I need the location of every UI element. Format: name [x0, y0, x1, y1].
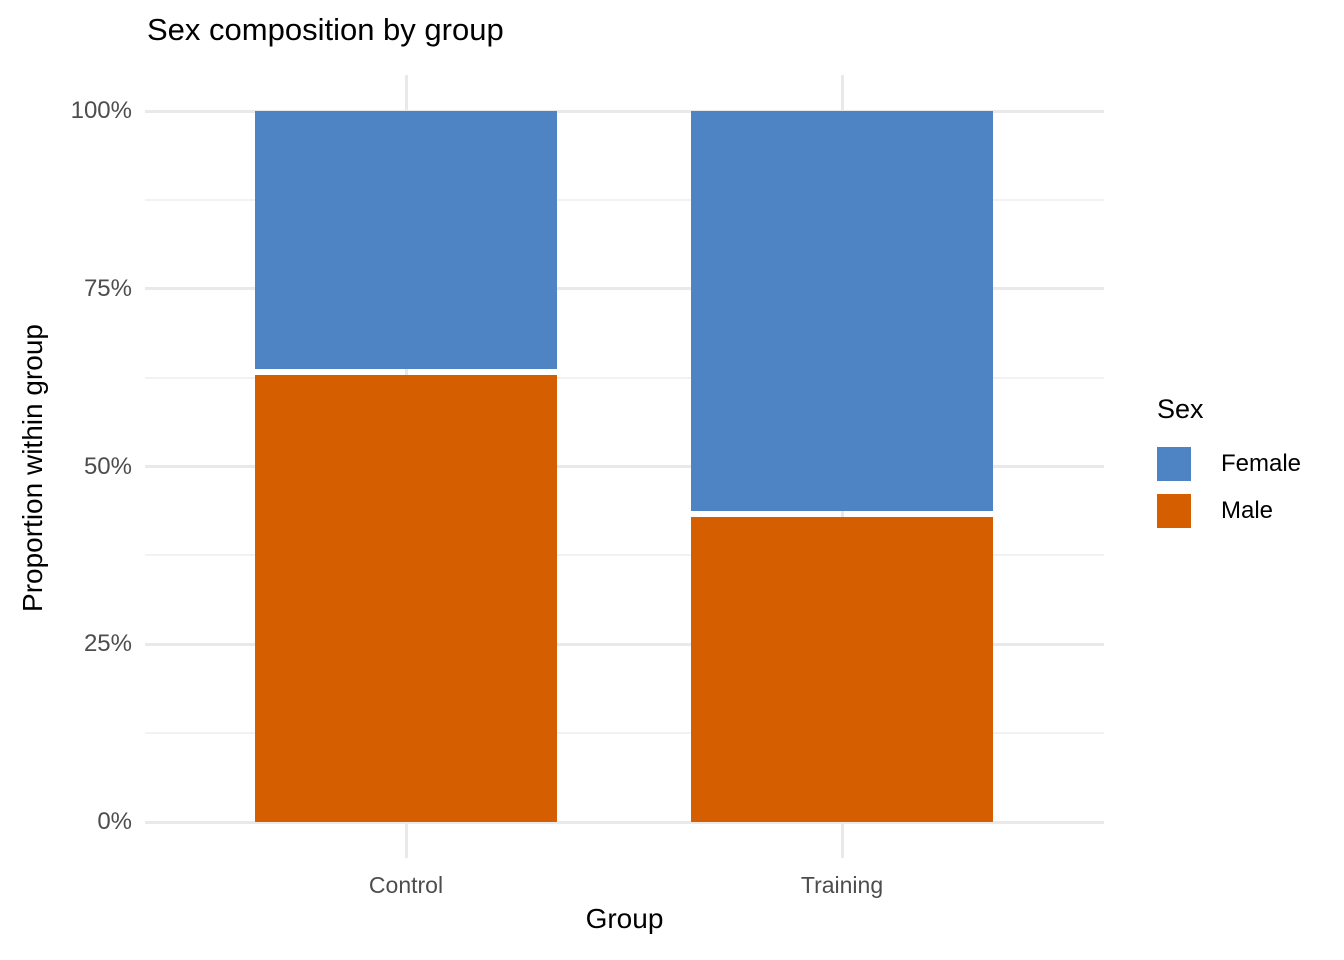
x-tick-label-training: Training — [800, 872, 884, 898]
legend-item-male: Male — [1157, 494, 1301, 528]
legend-title: Sex — [1157, 394, 1204, 424]
bar-segment-control-male — [255, 374, 557, 822]
y-tick-label-50: 50% — [83, 452, 132, 480]
gridline-horizontal-minor — [145, 376, 1104, 379]
gridline-horizontal-minor — [145, 732, 1104, 735]
gridline-horizontal-major — [145, 642, 1104, 646]
gridline-horizontal-major — [145, 820, 1104, 824]
x-tick-label-control: Control — [368, 872, 444, 898]
gridline-horizontal-major — [145, 465, 1104, 468]
legend-key-swatch-female — [1157, 447, 1191, 481]
x-axis-title: Group — [585, 903, 664, 934]
gridline-horizontal-major — [145, 287, 1104, 291]
gridline-horizontal-minor — [145, 198, 1104, 201]
bar-control — [255, 111, 557, 822]
y-tick-label-100: 100% — [70, 97, 132, 124]
legend-items: Female Male — [1157, 447, 1301, 528]
legend-label-male: Male — [1221, 497, 1274, 524]
gridline-horizontal-minor — [145, 554, 1104, 557]
bar-segment-training-female — [691, 111, 993, 512]
bar-training — [691, 111, 993, 822]
y-tick-label-0: 0% — [97, 808, 132, 835]
chart-title: Sex composition by group — [147, 12, 504, 47]
plot-panel — [145, 75, 1104, 858]
legend: Sex Female Male — [1157, 394, 1301, 541]
bar-segment-control-female — [255, 111, 557, 369]
y-tick-label-75: 75% — [83, 274, 132, 302]
y-tick-label-25: 25% — [83, 630, 132, 658]
gridline-horizontal-major — [145, 109, 1104, 113]
legend-label-female: Female — [1221, 450, 1302, 477]
bar-segment-training-male — [691, 517, 993, 822]
legend-item-female: Female — [1157, 447, 1301, 481]
legend-key-swatch-male — [1157, 494, 1191, 528]
